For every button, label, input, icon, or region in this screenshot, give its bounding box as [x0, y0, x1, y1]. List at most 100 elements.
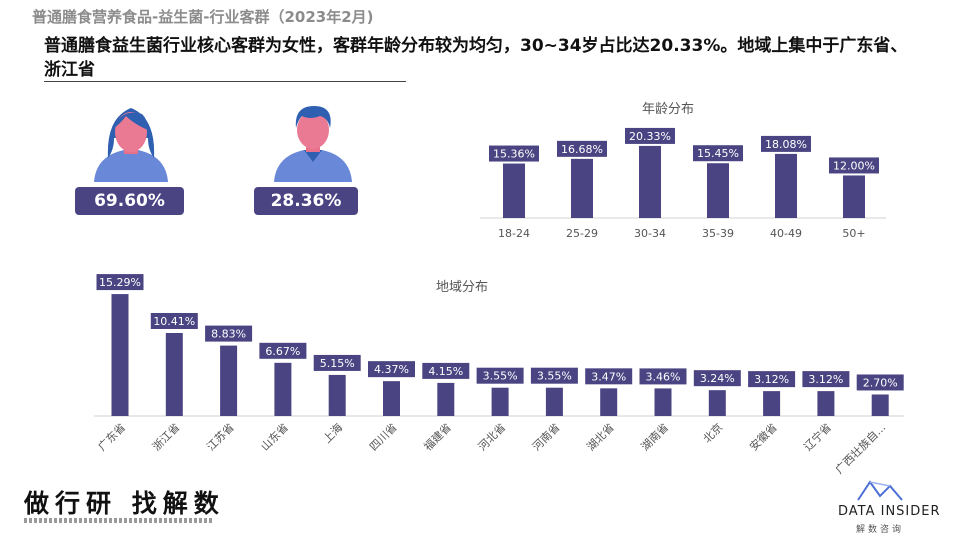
region-chart-tick-label: 福建省: [421, 420, 454, 453]
data-insider-wordmark: DATA INSIDER: [838, 504, 941, 519]
age-chart-tick-label: 18-24: [498, 227, 530, 240]
region-chart-tick-label: 广东省: [96, 421, 129, 454]
region-chart-bar: [654, 388, 672, 416]
region-chart-data-label: 4.15%: [428, 365, 463, 378]
region-chart-tick-label: 四川省: [367, 421, 400, 454]
female-percentage-badge: 69.60%: [75, 187, 184, 215]
region-chart-data-label-box: [476, 367, 524, 384]
age-chart-data-label: 15.45%: [697, 147, 739, 160]
region-chart-data-label: 3.12%: [754, 373, 789, 386]
region-chart-data-label-box: [313, 354, 361, 371]
region-chart-data-label-box: [422, 362, 470, 379]
region-chart-data-label: 4.37%: [374, 363, 409, 376]
age-chart-bar: [503, 163, 525, 218]
region-chart-data-label-box: [693, 370, 741, 387]
region-chart-bar: [763, 391, 781, 416]
region-chart-tick-label: 北京: [700, 420, 725, 445]
age-chart-data-label-box: [693, 145, 743, 162]
region-chart-tick-label: 辽宁省: [801, 420, 834, 453]
age-chart-tick-label: 35-39: [702, 227, 734, 240]
age-chart-bar: [571, 158, 593, 218]
headline: 普通膳食益生菌行业核心客群为女性，客群年龄分布较为均匀，30~34岁占比达20.…: [44, 36, 908, 80]
region-chart-data-label: 3.55%: [537, 370, 572, 383]
region-chart-bar: [220, 345, 238, 416]
region-chart-tick-label: 安徽省: [746, 420, 779, 453]
region-chart-bar: [165, 332, 183, 416]
region-chart-data-label-box: [150, 312, 198, 329]
region-chart-tick-label: 山东省: [258, 421, 291, 454]
region-chart-data-label: 3.24%: [700, 372, 735, 385]
region-chart-bar: [111, 294, 129, 416]
region-chart-data-label: 8.83%: [211, 328, 246, 341]
page-header: 普通膳食营养食品-益生菌-行业客群（2023年2月): [32, 8, 374, 26]
female-avatar-icon: [86, 98, 176, 188]
region-chart-data-label-box: [856, 374, 904, 391]
region-chart-bar: [274, 362, 292, 416]
age-chart-bar: [775, 153, 797, 218]
region-chart-tick-label: 浙江省: [150, 421, 183, 454]
region-chart-bar: [383, 381, 400, 416]
region-chart-tick-label: 湖南省: [639, 421, 672, 454]
age-chart-bar: [843, 175, 865, 218]
region-chart-tick-label: 河南省: [530, 421, 563, 454]
male-avatar-icon: [268, 98, 358, 188]
region-chart-data-label-box: [585, 368, 633, 385]
region-chart-data-label-box: [639, 368, 687, 385]
region-chart-data-label: 3.46%: [646, 370, 681, 383]
age-chart-title: 年龄分布: [642, 102, 695, 117]
age-chart-tick-label: 30-34: [634, 227, 666, 240]
age-chart-data-label: 12.00%: [833, 159, 875, 172]
age-chart-data-label: 20.33%: [629, 130, 671, 143]
region-chart-bar: [328, 374, 346, 416]
age-chart-data-label: 18.08%: [765, 138, 807, 151]
region-chart-data-label: 3.12%: [808, 373, 843, 386]
age-chart-tick-label: 40-49: [770, 227, 802, 240]
brand-slogan-logo: 做行研 找解数: [24, 489, 225, 518]
age-chart-data-label: 16.68%: [561, 143, 603, 156]
region-chart-data-label: 5.15%: [320, 357, 355, 370]
region-chart-data-label: 2.70%: [863, 376, 898, 389]
region-chart-bar: [871, 394, 889, 416]
age-chart-data-label-box: [557, 140, 607, 157]
age-chart-data-label-box: [761, 135, 811, 152]
region-chart-tick-label: 广西壮族自...: [832, 420, 888, 476]
region-chart-data-label: 10.41%: [153, 315, 195, 328]
region-chart-data-label-box: [368, 361, 415, 378]
region-chart-bar: [437, 382, 455, 416]
headline-divider: [44, 81, 406, 82]
region-chart-bar: [600, 388, 618, 416]
region-chart-data-label: 3.55%: [483, 370, 518, 383]
region-chart-data-label: 3.47%: [591, 370, 626, 383]
brand-slogan-underline: [24, 518, 214, 523]
region-chart-data-label-box: [205, 325, 253, 342]
region-chart-tick-label: 上海: [320, 420, 345, 445]
region-chart-bar: [491, 387, 509, 416]
data-insider-mark-icon: [857, 480, 903, 501]
data-insider-logo: DATA INSIDER 解数咨询: [838, 478, 948, 535]
age-chart-data-label: 15.36%: [493, 148, 535, 161]
data-insider-cn: 解数咨询: [856, 525, 905, 535]
region-chart-data-label-box: [96, 274, 144, 291]
region-chart-data-label: 6.67%: [265, 345, 300, 358]
age-chart-tick-label: 25-29: [566, 227, 598, 240]
age-chart-data-label-box: [625, 127, 675, 144]
region-chart-tick-label: 湖北省: [584, 421, 617, 454]
region-chart-data-label-box: [259, 342, 307, 359]
age-chart-bar: [639, 145, 661, 218]
region-chart-data-label-box: [748, 371, 796, 388]
region-chart-data-label-box: [530, 367, 578, 384]
region-chart-data-label-box: [802, 371, 850, 388]
age-chart-data-label-box: [829, 157, 879, 174]
region-chart-tick-label: 江苏省: [204, 421, 237, 454]
male-percentage-badge: 28.36%: [254, 187, 358, 215]
age-chart-bar: [707, 163, 729, 218]
age-chart-data-label-box: [489, 145, 539, 162]
region-chart-bar: [817, 391, 835, 416]
region-chart-data-label: 15.29%: [99, 276, 141, 289]
age-chart-tick-label: 50+: [842, 227, 865, 240]
region-chart-bar: [708, 390, 726, 416]
region-chart-tick-label: 河北省: [476, 421, 509, 454]
region-chart-bar: [545, 387, 563, 416]
region-chart-title: 地域分布: [436, 280, 489, 295]
